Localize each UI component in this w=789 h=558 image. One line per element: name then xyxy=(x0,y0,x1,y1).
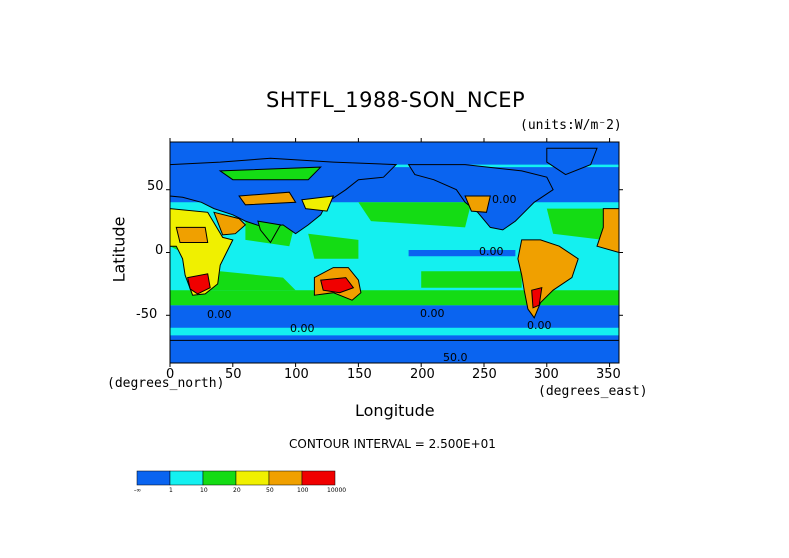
y-tick-label: -50 xyxy=(136,307,158,322)
contour-label: 0.00 xyxy=(420,307,445,320)
x-tick-label: 350 xyxy=(596,367,621,382)
y-tick-label: 0 xyxy=(155,243,164,258)
colorbar-swatch xyxy=(169,470,204,486)
units-label: (units:W/m⁻2) xyxy=(520,118,622,133)
contour-interval-note: CONTOUR INTERVAL = 2.500E+01 xyxy=(289,437,496,451)
hotspot-siberia xyxy=(218,166,322,181)
y-tick-label: 50 xyxy=(147,179,164,194)
colorbar-tick-label: 20 xyxy=(233,487,241,494)
y-axis-title: Latitude xyxy=(109,216,129,283)
ocean-flux-patch xyxy=(408,250,516,257)
ocean-flux-patch xyxy=(308,233,359,259)
chart-title: SHTFL_1988-SON_NCEP xyxy=(266,88,526,112)
ocean-flux-patch xyxy=(207,271,296,291)
x-tick-label: 100 xyxy=(284,367,309,382)
colorbar-swatch xyxy=(202,470,237,486)
colorbar-swatch xyxy=(136,470,171,486)
hotspot-south-america xyxy=(531,287,543,309)
y-unit-label: (degrees_north) xyxy=(107,376,225,391)
contour-label: 0.00 xyxy=(207,308,232,321)
colorbar-tick-label: 1 xyxy=(169,487,173,494)
colorbar-tick-label: 50 xyxy=(266,487,274,494)
x-tick-label: 150 xyxy=(347,367,372,382)
hotspot-north-america xyxy=(464,195,491,213)
contour-label: 0.00 xyxy=(479,245,504,258)
contour-label: 0.00 xyxy=(290,322,315,335)
x-tick-label: 50 xyxy=(225,367,242,382)
x-tick-label: 250 xyxy=(472,367,497,382)
flux-band-antarctic-edge xyxy=(170,327,619,336)
x-tick-label: 0 xyxy=(166,367,175,382)
x-unit-label: (degrees_east) xyxy=(538,384,648,399)
hotspot-east-asia xyxy=(301,195,335,212)
hotspot-south-africa xyxy=(187,273,211,295)
continent-india xyxy=(257,220,282,244)
colorbar-tick-label: -∞ xyxy=(134,487,142,494)
ocean-flux-patch xyxy=(421,271,522,288)
colorbar-swatch xyxy=(301,470,336,486)
x-axis-title: Longitude xyxy=(355,401,435,420)
continent-africa xyxy=(596,208,620,254)
colorbar-tick-label: 100 xyxy=(297,487,309,494)
contour-label: 0.00 xyxy=(492,193,517,206)
continent-arabia-india xyxy=(213,211,247,236)
contour-label: 0.00 xyxy=(527,319,552,332)
contour-label: 50.0 xyxy=(443,351,468,364)
ocean-flux-patch xyxy=(546,208,604,240)
x-tick-label: 200 xyxy=(410,367,435,382)
colorbar-swatch xyxy=(235,470,270,486)
x-tick-label: 300 xyxy=(534,367,559,382)
hotspot-australia xyxy=(320,277,355,294)
flux-band-midlat xyxy=(170,290,619,306)
hotspot-central-asia xyxy=(238,191,297,206)
colorbar-swatch xyxy=(268,470,303,486)
continent-antarctica xyxy=(169,339,620,364)
colorbar-tick-label: 10 xyxy=(200,487,208,494)
ocean-flux-patch xyxy=(358,202,472,228)
colorbar-tick-label: 10000 xyxy=(327,487,347,494)
hotspot-africa-yellow xyxy=(175,226,209,243)
continent-greenland xyxy=(546,147,598,176)
